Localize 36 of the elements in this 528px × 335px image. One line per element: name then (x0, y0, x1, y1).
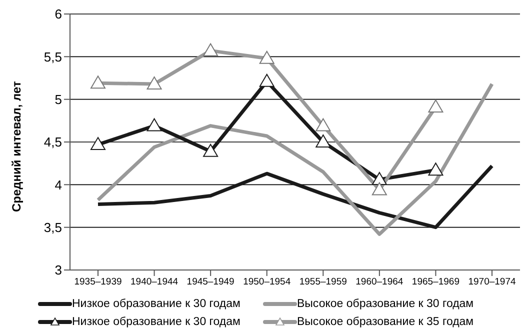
y-tick-label: 4 (54, 177, 62, 192)
point (372, 182, 387, 196)
y-tick-label: 6 (54, 6, 62, 22)
point (316, 134, 331, 148)
point (372, 172, 387, 186)
point (90, 76, 106, 89)
point (90, 137, 106, 150)
y-tick-label: 5 (54, 92, 62, 107)
y-tick-label: 5,5 (44, 49, 62, 64)
line-series (96, 82, 494, 236)
legend-label: Высокое образование к 35 годам (297, 316, 474, 328)
y-tick-label: 3,5 (44, 220, 62, 235)
x-tick-label: 1960–1964 (356, 276, 404, 288)
point (146, 76, 162, 90)
point (316, 118, 331, 132)
legend-label: Низкое образование к 30 годам (72, 298, 240, 310)
point (259, 50, 274, 64)
line-series (96, 164, 494, 230)
x-tick-label: 1940–1944 (130, 276, 178, 288)
point (428, 162, 444, 176)
x-tick-label: 1950–1954 (243, 276, 291, 288)
point (146, 118, 162, 132)
x-tick-label: 1965–1969 (412, 276, 460, 288)
x-tick-label: 1955–1959 (299, 276, 347, 288)
legend-label: Высокое образование к 30 годам (297, 298, 474, 310)
point (259, 74, 274, 87)
y-axis-title: Средний интевал, лет (9, 81, 24, 212)
x-tick-label: 1935–1939 (74, 276, 122, 288)
y-tick-label: 4,5 (44, 134, 62, 150)
point (203, 43, 218, 56)
point (203, 144, 218, 157)
x-tick-label: 1970–1974 (468, 276, 516, 288)
y-tick-label: 3 (54, 262, 62, 278)
point (428, 100, 444, 113)
x-tick-label: 1945–1949 (186, 276, 234, 288)
legend-label: Низкое образование к 30 годам (72, 316, 240, 328)
